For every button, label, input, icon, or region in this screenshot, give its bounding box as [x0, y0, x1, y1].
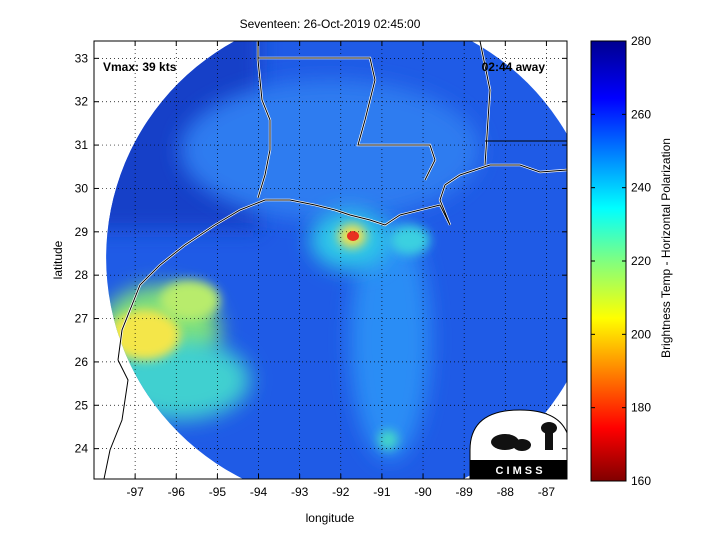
storm-east-band	[390, 225, 430, 255]
y-tick-label: 24	[75, 442, 89, 456]
colorbar-tick-label: 240	[631, 181, 651, 195]
colorbar-tick-label: 160	[631, 474, 651, 488]
x-tick-label: -89	[456, 485, 474, 499]
colorbar-tick-label: 180	[631, 401, 651, 415]
swath-land-band	[180, 80, 480, 220]
colorbar	[590, 40, 627, 482]
y-axis-ticks: 24 25 26 27 28 29 30 31 32 33	[75, 51, 567, 456]
x-tick-label: -90	[414, 485, 432, 499]
logo-tower-top	[541, 422, 557, 434]
borders-dark	[103, 41, 567, 479]
plot-area: C I M S S Vmax: 39 kts 02:44 away	[94, 41, 567, 479]
y-tick-label: 28	[75, 268, 89, 282]
swath-rainband-south	[350, 220, 430, 460]
texas-mexico-border-path	[103, 359, 129, 479]
y-tick-label: 29	[75, 225, 89, 239]
arkansas-border-dark-path	[258, 57, 436, 181]
x-tick-label: -92	[332, 485, 350, 499]
colorbar-label: Brightness Temp - Horizontal Polarizatio…	[659, 138, 673, 358]
y-tick-label: 32	[75, 95, 89, 109]
time-away-label: 02:44 away	[482, 60, 546, 74]
x-tick-label: -91	[373, 485, 391, 499]
logo-band	[470, 460, 567, 479]
louisiana-border-dark-path	[257, 41, 271, 199]
logo-dish-1	[491, 434, 519, 450]
swath-coastal-yellow	[110, 310, 180, 360]
y-tick-label: 30	[75, 181, 89, 195]
x-tick-label: -88	[497, 485, 515, 499]
logo-dish-2	[513, 439, 531, 451]
y-tick-label: 33	[75, 51, 89, 65]
y-tick-label: 27	[75, 312, 89, 326]
x-axis-ticks: -97 -96 -95 -94 -93 -92 -91 -90 -89 -88 -87	[126, 41, 555, 499]
mississippi-border-dark-path	[479, 41, 491, 166]
y-axis-label: latitude	[51, 240, 65, 279]
y-tick-label: 26	[75, 355, 89, 369]
coastline-dark-path	[117, 164, 567, 361]
y-tick-label: 25	[75, 398, 89, 412]
x-tick-label: -97	[126, 485, 144, 499]
storm-core	[347, 231, 359, 241]
x-tick-label: -93	[291, 485, 309, 499]
colorbar-tick-label: 220	[631, 254, 651, 268]
x-tick-label: -95	[209, 485, 227, 499]
colorbar-tick-label: 280	[631, 34, 651, 48]
x-tick-label: -94	[250, 485, 268, 499]
swath-coastal-lime	[160, 280, 220, 320]
logo-text: C I M S S	[495, 465, 542, 477]
plot-frame	[93, 40, 568, 480]
vmax-label: Vmax: 39 kts	[103, 60, 177, 74]
chart-title: Seventeen: 26-Oct-2019 02:45:00	[240, 17, 421, 31]
colorbar-tick-label: 200	[631, 327, 651, 341]
x-axis-label: longitude	[306, 511, 355, 525]
rainband-spot	[378, 430, 398, 450]
colorbar-ticks: 160 180 200 220 240 260 280	[591, 34, 651, 488]
cimss-logo: C I M S S	[469, 409, 567, 479]
x-tick-label: -87	[538, 485, 556, 499]
y-tick-label: 31	[75, 138, 89, 152]
microwave-swath	[106, 41, 567, 479]
logo-tower	[545, 428, 553, 450]
x-tick-label: -96	[168, 485, 186, 499]
colorbar-tick-label: 260	[631, 107, 651, 121]
